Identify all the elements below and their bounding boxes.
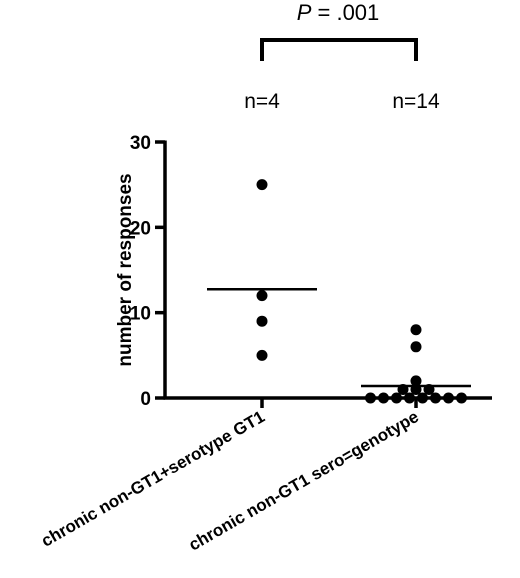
data-point [256, 315, 268, 327]
data-point [417, 392, 428, 404]
mean-lines [207, 287, 471, 388]
data-point [404, 392, 415, 404]
y-tick-label-0: 0 [140, 389, 151, 410]
data-point [256, 179, 268, 191]
y-axis-label: number of responses [115, 173, 136, 366]
data-point [410, 375, 422, 387]
y-tick-labels: 0 10 20 30 [130, 133, 151, 410]
p-value-label: P = .001 [297, 0, 380, 25]
bracket-line [260, 38, 418, 61]
data-point [397, 383, 409, 395]
data-point [378, 392, 389, 404]
data-point [456, 392, 467, 404]
p-value-text: = .001 [311, 0, 379, 25]
sample-size-label-2: n=14 [392, 90, 440, 113]
p-value-symbol: P [297, 0, 312, 25]
data-point [391, 392, 402, 404]
sample-size-label-1: n=4 [244, 90, 280, 113]
data-point [410, 383, 422, 395]
data-points [256, 179, 467, 404]
data-point [443, 392, 454, 404]
data-point [430, 392, 441, 404]
axes [155, 140, 492, 408]
data-point [256, 290, 268, 302]
y-tick-label-10: 10 [130, 304, 151, 325]
data-point [410, 341, 422, 353]
significance-bracket: P = .001 [260, 0, 418, 61]
data-point [365, 392, 376, 404]
data-point [410, 324, 422, 336]
data-point [256, 349, 268, 361]
data-point [423, 383, 435, 395]
y-tick-label-20: 20 [130, 218, 151, 239]
y-tick-label-30: 30 [130, 133, 151, 154]
sample-size-labels: n=4 n=14 [244, 90, 440, 113]
